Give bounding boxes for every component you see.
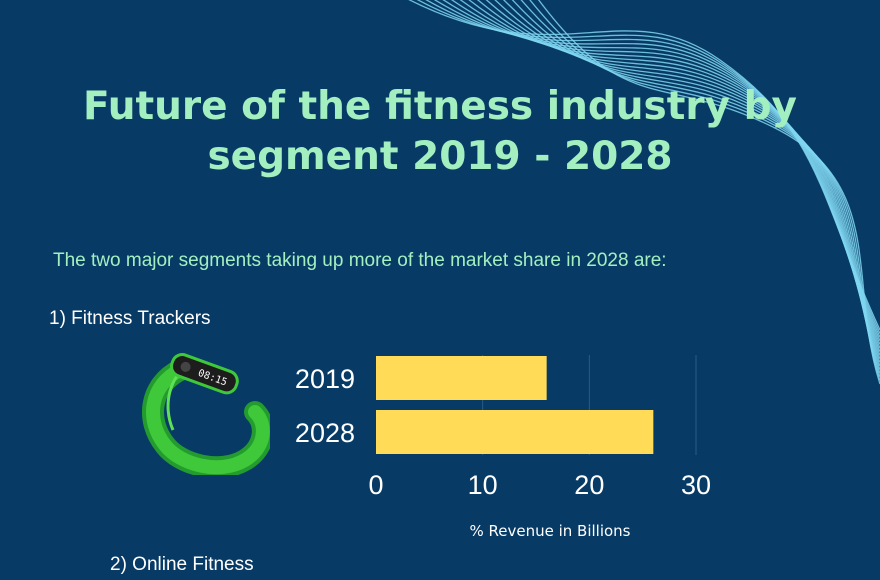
bar-2019 <box>376 356 547 400</box>
x-tick-label: 0 <box>368 470 383 500</box>
segment-heading-online-fitness: 2) Online Fitness <box>110 554 254 575</box>
category-labels: 2019 2028 <box>295 364 355 448</box>
bar-2028 <box>376 410 654 454</box>
intro-text: The two major segments taking up more of… <box>53 250 667 271</box>
segment-heading-fitness-trackers: 1) Fitness Trackers <box>49 308 211 329</box>
x-tick-labels: 0 10 20 30 <box>368 470 711 500</box>
wave-line <box>529 0 880 381</box>
page-title: Future of the fitness industry by segmen… <box>83 84 797 179</box>
category-label: 2019 <box>295 364 355 394</box>
x-tick-label: 30 <box>681 470 711 500</box>
bars <box>376 356 654 454</box>
x-axis-title: % Revenue in Billions <box>469 522 630 540</box>
wave-line <box>538 0 880 385</box>
x-tick-label: 20 <box>574 470 604 500</box>
wave-line <box>520 0 880 378</box>
fitness-tracker-icon: 08:15 <box>142 353 270 475</box>
category-label: 2028 <box>295 418 355 448</box>
x-tick-label: 10 <box>468 470 498 500</box>
